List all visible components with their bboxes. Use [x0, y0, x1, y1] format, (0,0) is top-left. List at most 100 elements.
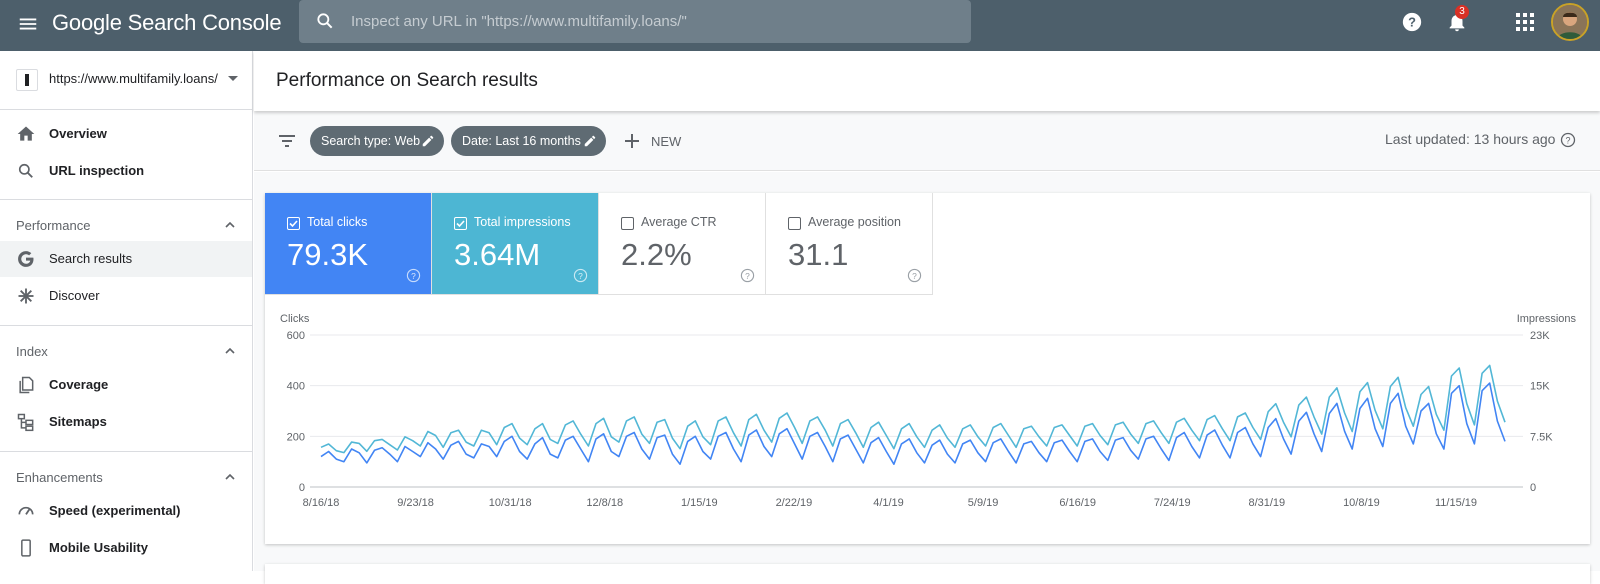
performance-chart[interactable]: Clicks Impressions 600 23K 400 15K 200 7.5K 0 0… — [265, 311, 1590, 526]
help-outline-icon[interactable]: ? — [573, 268, 588, 283]
sidebar-item-search-results[interactable]: Search results — [0, 241, 252, 277]
caret-down-icon — [228, 76, 238, 81]
account-avatar[interactable] — [1551, 3, 1589, 41]
series-line-impressions[interactable] — [320, 364, 1506, 454]
apps-icon[interactable] — [1515, 12, 1535, 32]
help-outline-icon[interactable]: ? — [907, 268, 922, 283]
notification-badge: 3 — [1455, 5, 1469, 19]
new-filter-button[interactable]: NEW — [624, 126, 694, 156]
phone-icon — [21, 539, 31, 557]
copy-icon — [19, 376, 34, 394]
right-tick-label: 15K — [1530, 381, 1550, 393]
section-label: Performance — [16, 218, 91, 233]
help-outline-icon[interactable]: ? — [1560, 132, 1576, 148]
page-title: Performance on Search results — [276, 70, 538, 91]
x-tick-label: 5/9/19 — [968, 497, 999, 509]
metric-average-ctr[interactable]: Average CTR 2.2% ? — [599, 193, 766, 295]
sidebar-item-label: Speed (experimental) — [49, 503, 181, 518]
page-header: Performance on Search results — [254, 51, 1600, 111]
left-tick-label: 400 — [287, 381, 305, 393]
sidebar-item-speed[interactable]: Speed (experimental) — [0, 493, 252, 529]
metric-total-impressions[interactable]: Total impressions 3.64M ? — [432, 193, 599, 295]
metric-value: 3.64M — [454, 237, 541, 272]
checkbox-unchecked-icon[interactable] — [788, 217, 801, 230]
plus-icon — [625, 134, 639, 148]
asterisk-icon — [18, 288, 34, 304]
search-input[interactable] — [351, 0, 951, 43]
menu-icon[interactable] — [17, 13, 39, 35]
svg-text:?: ? — [745, 271, 750, 281]
property-selector[interactable]: https://www.multifamily.loans/ — [0, 51, 253, 110]
sidebar-item-overview[interactable]: Overview — [0, 116, 252, 152]
x-tick-label: 10/31/18 — [489, 497, 532, 509]
property-url: https://www.multifamily.loans/ — [49, 71, 218, 86]
svg-text:?: ? — [912, 271, 917, 281]
section-performance[interactable]: Performance — [0, 207, 252, 243]
x-tick-label: 12/8/18 — [586, 497, 623, 509]
metric-label: Average CTR — [641, 215, 717, 229]
help-icon[interactable]: ? — [1401, 11, 1423, 33]
metric-value: 31.1 — [788, 237, 849, 272]
search-icon — [317, 13, 333, 29]
section-enhancements[interactable]: Enhancements — [0, 459, 252, 495]
sidebar-item-url-inspection[interactable]: URL inspection — [0, 153, 252, 189]
help-outline-icon[interactable]: ? — [406, 268, 421, 283]
chevron-up-icon — [225, 347, 235, 354]
search-icon — [18, 163, 33, 178]
left-tick-label: 0 — [299, 482, 305, 494]
checkbox-unchecked-icon[interactable] — [621, 217, 634, 230]
filter-chip-search-type[interactable]: Search type: Web — [310, 126, 444, 156]
chevron-up-icon — [225, 473, 235, 480]
metric-label: Total impressions — [474, 215, 571, 229]
sidebar-item-mobile-usability[interactable]: Mobile Usability — [0, 530, 252, 566]
sidebar-item-coverage[interactable]: Coverage — [0, 367, 252, 403]
x-tick-label: 4/1/19 — [873, 497, 904, 509]
performance-card: Total clicks 79.3K ? Total impressions 3… — [265, 193, 1590, 544]
sidebar-item-discover[interactable]: Discover — [0, 278, 252, 314]
divider — [0, 325, 252, 326]
speed-icon — [18, 506, 34, 515]
sidebar-item-label: Search results — [49, 251, 133, 266]
pencil-icon — [422, 135, 434, 147]
top-app-bar: Google Search Console ? 3 — [0, 0, 1600, 51]
x-tick-label: 8/31/19 — [1248, 497, 1285, 509]
chip-label: Search type: Web — [321, 134, 421, 148]
queries-card — [265, 564, 1590, 584]
chip-label: Date: Last 16 months — [462, 134, 581, 148]
metric-total-clicks[interactable]: Total clicks 79.3K ? — [265, 193, 432, 295]
section-index[interactable]: Index — [0, 333, 252, 369]
sidebar-item-label: URL inspection — [49, 163, 145, 178]
divider — [0, 199, 252, 200]
svg-text:?: ? — [1565, 136, 1570, 146]
home-icon — [17, 126, 35, 141]
sidebar-item-label: Sitemaps — [49, 414, 107, 429]
metric-value: 79.3K — [287, 237, 369, 272]
right-tick-label: 7.5K — [1530, 431, 1553, 443]
sidebar: https://www.multifamily.loans/ Overview … — [0, 51, 253, 571]
property-icon — [16, 69, 38, 91]
url-inspection-search[interactable] — [299, 0, 971, 43]
svg-text:?: ? — [578, 271, 583, 281]
content-area: Total clicks 79.3K ? Total impressions 3… — [254, 172, 1600, 584]
filter-chip-date[interactable]: Date: Last 16 months — [451, 126, 606, 156]
checkbox-checked-icon[interactable] — [287, 217, 300, 230]
svg-text:?: ? — [411, 271, 416, 281]
x-tick-label: 10/8/19 — [1343, 497, 1380, 509]
metric-average-position[interactable]: Average position 31.1 ? — [766, 193, 933, 295]
series-line-clicks[interactable] — [320, 382, 1506, 465]
x-tick-label: 11/15/19 — [1435, 497, 1477, 509]
last-updated-text: Last updated: 13 hours ago — [1385, 131, 1556, 147]
x-tick-label: 6/16/19 — [1059, 497, 1096, 509]
sidebar-item-label: Discover — [49, 288, 100, 303]
checkbox-checked-icon[interactable] — [454, 217, 467, 230]
sidebar-item-sitemaps[interactable]: Sitemaps — [0, 404, 252, 440]
metric-value: 2.2% — [621, 237, 692, 272]
filter-icon[interactable] — [277, 131, 297, 151]
app-logo[interactable]: Google Search Console — [52, 10, 282, 35]
help-outline-icon[interactable]: ? — [740, 268, 755, 283]
x-tick-label: 9/23/18 — [397, 497, 434, 509]
section-label: Index — [16, 344, 48, 359]
right-tick-label: 0 — [1530, 482, 1536, 494]
sidebar-item-label: Coverage — [49, 377, 109, 392]
left-axis-label: Clicks — [280, 313, 310, 325]
